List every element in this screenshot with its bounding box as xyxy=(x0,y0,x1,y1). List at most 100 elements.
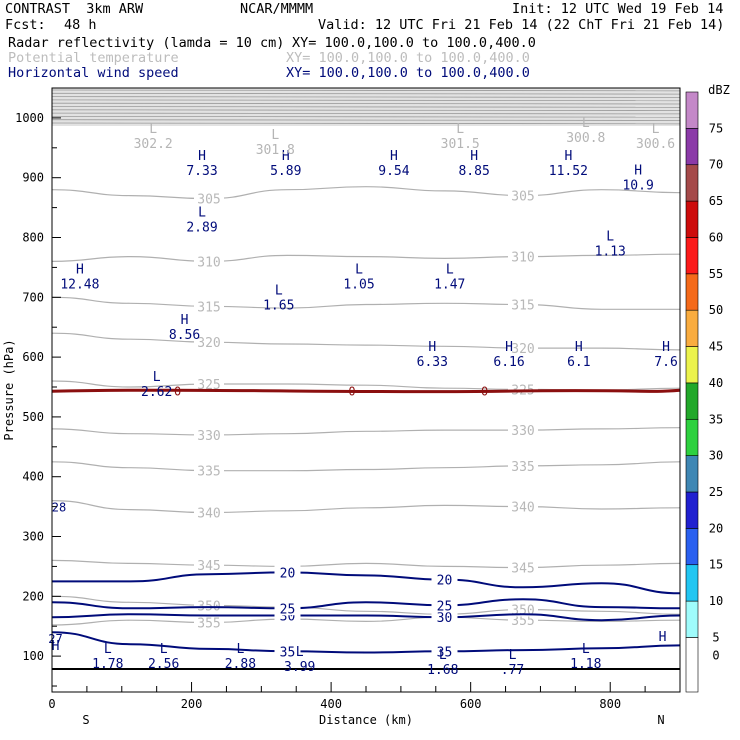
colorbar-label: 70 xyxy=(709,158,723,172)
colorbar-label: 45 xyxy=(709,340,723,354)
wind-label-bg xyxy=(274,564,301,580)
extremum-mark: L xyxy=(509,648,517,663)
theta-label: 355 xyxy=(197,617,220,632)
theta-label-bg xyxy=(508,248,538,264)
field-reflectivity-name: Radar reflectivity (lamda = 10 cm) xyxy=(8,35,285,51)
theta-label-bg xyxy=(508,340,538,356)
wind-label: 25 xyxy=(437,599,453,614)
theta-label: 315 xyxy=(511,298,534,313)
fcst-value: 48 h xyxy=(64,17,97,33)
extremum-value: 2.56 xyxy=(148,657,179,672)
extremum-value: 1.78 xyxy=(92,657,123,672)
y-tick-label: 700 xyxy=(22,290,44,304)
extremum-mark: H xyxy=(181,313,189,328)
colorbar-label: 40 xyxy=(709,376,723,390)
theta-label: 355 xyxy=(511,614,534,629)
model-title: CONTRAST 3km ARW xyxy=(5,1,144,17)
field-wind-name: Horizontal wind speed xyxy=(8,65,179,81)
extremum-mark: H xyxy=(505,340,513,355)
theta-label-bg xyxy=(194,597,224,613)
theta-contour-340 xyxy=(51,500,681,514)
y-tick-label: 1000 xyxy=(15,111,44,125)
x-end-right: N xyxy=(657,713,664,727)
fcst-label: Fcst: xyxy=(5,17,46,33)
theta-label-bg xyxy=(194,334,224,350)
extremum-mark: H xyxy=(470,149,478,164)
wind-label-bg xyxy=(431,609,458,625)
colorbar-label: 55 xyxy=(709,267,723,281)
extremum-value: 11.52 xyxy=(549,164,588,179)
field-theta-xy: XY= 100.0,100.0 to 100.0,400.0 xyxy=(286,50,530,66)
theta-label: 345 xyxy=(197,559,220,574)
wind-label: 25 xyxy=(280,602,296,617)
extremum-mark: L xyxy=(456,122,464,137)
extremum-value: 2.88 xyxy=(225,657,256,672)
colorbar: 0 5 10 15 20 25 30 35 40 45 50 55 60 65 70 75 xyxy=(685,91,723,693)
field-wind-xy: XY= 100.0,100.0 to 100.0,400.0 xyxy=(286,65,530,81)
extremum-value: 2.89 xyxy=(186,221,217,236)
wind-label: 35 xyxy=(437,645,453,660)
extremum-mark: H xyxy=(575,340,583,355)
extremum-value: 5.89 xyxy=(270,164,301,179)
y-tick-label: 100 xyxy=(22,649,44,663)
theta-label: 305 xyxy=(511,190,534,205)
extremum-value: 300.6 xyxy=(636,137,675,152)
colorbar-label: 50 xyxy=(709,303,723,317)
extremum-value: 2.62 xyxy=(141,385,172,400)
theta-contour-350 xyxy=(51,595,681,615)
extremum-mark: L xyxy=(606,229,614,244)
theta-label-bg xyxy=(194,462,224,478)
colorbar-swatch xyxy=(685,164,699,202)
extremum-value: 1.18 xyxy=(570,657,601,672)
wind-label: 30 xyxy=(437,611,453,626)
x-tick-label: 200 xyxy=(181,697,203,711)
contour-value: 0 xyxy=(481,385,488,399)
colorbar-swatch xyxy=(685,237,699,275)
extremum-value: 1.05 xyxy=(343,277,374,292)
extremum-mark: L xyxy=(439,648,447,663)
field-reflectivity-xy: XY= 100.0,100.0 to 100.0,400.0 xyxy=(292,35,536,51)
theta-contour-345 xyxy=(51,559,681,569)
extremum-mark: H xyxy=(198,149,206,164)
theta-label: 315 xyxy=(197,300,220,315)
annotations: L1.78L2.56L2.88L3.99L1.68L.77L1.18HHL2.6… xyxy=(48,116,678,678)
wind-label-bg xyxy=(431,597,458,613)
extremum-mark: H xyxy=(282,149,290,164)
theta-label-bg xyxy=(508,187,538,203)
extremum-mark: H xyxy=(428,340,436,355)
extremum-value: 8.85 xyxy=(458,164,489,179)
colorbar-label: 20 xyxy=(709,521,723,535)
theta-label-bg xyxy=(508,559,538,575)
extremum-value: 12.48 xyxy=(60,277,99,292)
extremum-mark: H xyxy=(659,630,667,645)
theta-label-bg xyxy=(508,381,538,397)
y-tick-label: 200 xyxy=(22,589,44,603)
wind-contour-35 xyxy=(51,631,681,654)
colorbar-swatch xyxy=(685,564,699,602)
theta-label-bg xyxy=(508,601,538,617)
theta-contour-315 xyxy=(51,296,680,310)
wind-label-bg xyxy=(431,571,458,587)
extremum-value: 1.13 xyxy=(595,244,626,259)
colorbar-swatch xyxy=(685,528,699,566)
extremum-mark: H xyxy=(634,164,642,179)
colorbar-swatch xyxy=(685,91,699,129)
wind-label-bg xyxy=(274,600,301,616)
extremum-mark: H xyxy=(76,262,84,277)
xlabel: Distance (km) xyxy=(319,713,413,727)
wind-label-bg xyxy=(431,643,458,659)
extremum-mark: L xyxy=(149,122,157,137)
extremum-value: 7.33 xyxy=(186,164,217,179)
theta-label-bg xyxy=(194,614,224,630)
theta-label-bg xyxy=(508,498,538,514)
theta-label-bg xyxy=(508,457,538,473)
contour-value: 0 xyxy=(174,385,181,399)
extremum-value: .77 xyxy=(501,663,524,678)
extremum-mark: H xyxy=(52,639,60,654)
theta-label: 310 xyxy=(197,255,220,270)
extremum-value: 8.56 xyxy=(169,328,200,343)
theta-label-bg xyxy=(194,426,224,442)
extremum-value: 1.65 xyxy=(263,298,294,313)
extremum-mark: L xyxy=(582,642,590,657)
